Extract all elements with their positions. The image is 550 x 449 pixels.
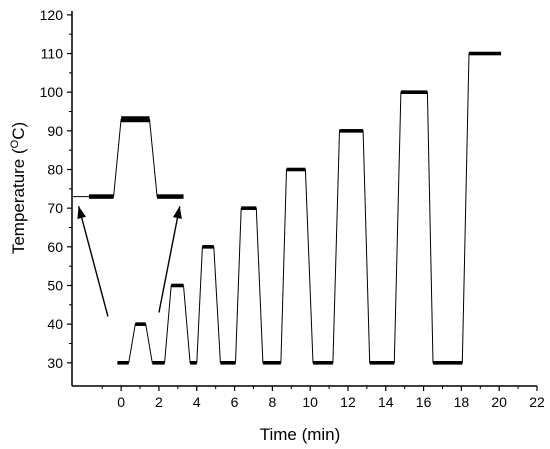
temperature-profile-line xyxy=(117,53,502,364)
y-tick-label: 100 xyxy=(40,84,64,100)
y-tick-label: 90 xyxy=(47,123,63,139)
hold-marker xyxy=(262,361,281,365)
axes xyxy=(71,11,537,387)
y-tick-label: 110 xyxy=(41,46,64,62)
x-tick-label: 18 xyxy=(454,394,470,410)
hold-marker xyxy=(190,361,197,365)
y-axis-label-main: Temperature ( xyxy=(9,148,28,254)
y-tick-label: 120 xyxy=(40,7,64,23)
hold-marker xyxy=(135,322,146,326)
hold-marker xyxy=(468,51,502,56)
hold-marker xyxy=(313,361,333,365)
inset-profile-line xyxy=(72,118,184,198)
hold-marker xyxy=(433,361,463,365)
x-tick-label: 8 xyxy=(268,394,276,410)
hold-marker xyxy=(400,90,428,94)
zoom-arrowhead xyxy=(173,206,182,219)
x-tick-label: 22 xyxy=(529,394,545,410)
inset-hold-marker xyxy=(89,194,114,199)
x-tick-label: 4 xyxy=(193,394,201,410)
hold-marker xyxy=(339,129,364,133)
x-tick-label: 10 xyxy=(302,394,318,410)
y-axis-label: Temperature (OC) xyxy=(9,122,28,254)
x-tick-label: 14 xyxy=(378,394,394,410)
x-tick-label: 0 xyxy=(117,394,125,410)
x-tick-label: 6 xyxy=(231,394,239,410)
y-tick-label: 80 xyxy=(47,162,63,178)
y-axis-label-tail: C) xyxy=(9,122,28,140)
y-ticks: 30 40 50 60 70 80 90 100 110 120 xyxy=(40,7,72,371)
plot-area xyxy=(72,51,502,365)
zoom-arrow xyxy=(158,206,181,313)
x-tick-label: 12 xyxy=(340,394,356,410)
x-tick-label: 16 xyxy=(416,394,432,410)
hold-marker xyxy=(241,206,257,210)
hold-marker xyxy=(171,283,184,288)
x-ticks: 0 2 4 6 8 10 12 14 16 18 20 22 xyxy=(101,386,545,410)
y-tick-label: 70 xyxy=(47,200,63,216)
y-tick-label: 30 xyxy=(47,355,63,371)
y-axis-label-sup: O xyxy=(9,139,21,148)
x-tick-label: 20 xyxy=(491,394,507,410)
hold-marker xyxy=(117,361,129,365)
hold-marker xyxy=(202,245,214,249)
x-tick-label: 2 xyxy=(155,394,163,410)
hold-marker xyxy=(152,361,165,365)
hold-marker xyxy=(369,361,395,365)
y-tick-label: 40 xyxy=(47,316,63,332)
inset-hold-marker xyxy=(157,194,184,199)
zoom-arrow xyxy=(77,206,109,317)
x-axis-label: Time (min) xyxy=(260,425,341,444)
y-tick-label: 50 xyxy=(47,277,63,293)
y-tick-label: 60 xyxy=(47,239,63,255)
hold-marker xyxy=(286,167,306,172)
inset-hold-marker xyxy=(121,116,150,123)
zoom-arrowhead xyxy=(77,206,86,219)
hold-marker xyxy=(220,361,236,365)
